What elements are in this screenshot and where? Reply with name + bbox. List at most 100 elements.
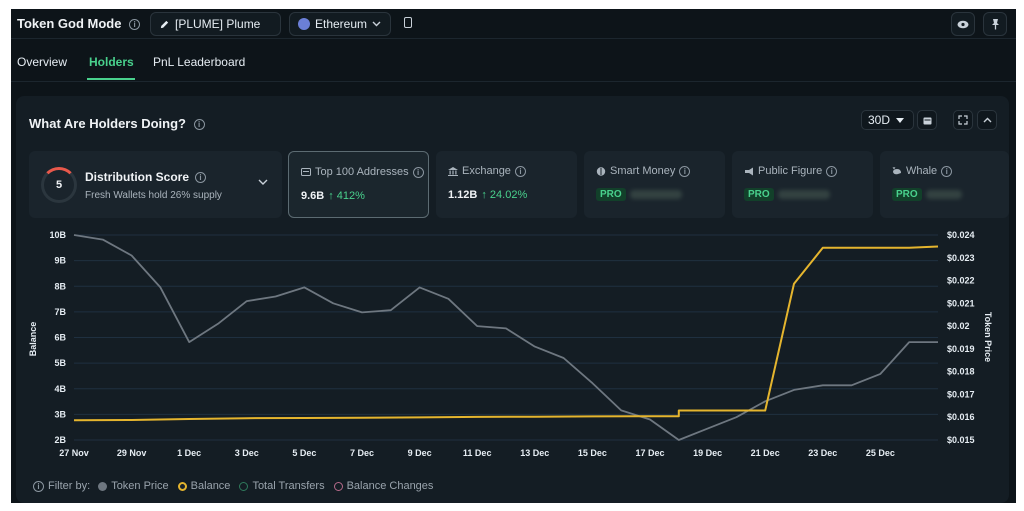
metric-top-100-addresses[interactable]: Top 100 Addresses i 9.6B ↑ 412% — [288, 151, 429, 218]
metric-public-figure[interactable]: Public Figure i PRO — [732, 151, 873, 218]
card-title: What Are Holders Doing? — [29, 116, 186, 131]
calendar-button[interactable] — [917, 110, 937, 130]
token-price-series-line — [73, 234, 938, 441]
bank-icon — [448, 166, 458, 176]
y-tick-label: 3B — [54, 409, 66, 419]
metric-label-row: Exchange i — [448, 165, 526, 177]
expand-icon — [958, 115, 968, 125]
x-tick-label: 13 Dec — [520, 448, 549, 458]
pencil-icon — [160, 20, 169, 28]
calendar-icon — [923, 117, 931, 124]
legend-balance-changes[interactable]: Balance Changes — [333, 480, 434, 492]
top-bar: Token God Mode i [PLUME] Plume Ethereum — [11, 9, 1016, 39]
metric-label: Smart Money — [610, 165, 676, 177]
metric-whale[interactable]: Whale i PRO — [880, 151, 1009, 218]
metric-exchange[interactable]: Exchange i 1.12B ↑ 24.02% — [436, 151, 577, 218]
balance-series-line — [73, 245, 939, 422]
y-tick-label: 8B — [54, 281, 66, 291]
time-range-select[interactable]: 30D — [861, 110, 914, 130]
y2-tick-label: $0.02 — [947, 321, 970, 331]
legend-label: Balance Changes — [346, 480, 434, 492]
token-god-mode-app: Token God Mode i [PLUME] Plume Ethereum … — [11, 9, 1016, 503]
legend-dot — [177, 481, 187, 491]
chain-selector[interactable]: Ethereum — [289, 12, 391, 36]
info-icon[interactable]: i — [679, 165, 691, 177]
metric-change: ↑ 412% — [328, 190, 365, 202]
y2-tick-label: $0.024 — [947, 230, 975, 240]
watch-button[interactable] — [951, 12, 975, 36]
x-tick-label: 23 Dec — [808, 448, 837, 458]
y2-tick-label: $0.019 — [947, 344, 975, 354]
info-icon[interactable]: i — [33, 480, 44, 492]
holders-card: What Are Holders Doing? i 30D 5 Distribu… — [16, 96, 1009, 503]
y2-tick-label: $0.021 — [947, 298, 975, 308]
active-tab-indicator — [87, 78, 135, 80]
info-icon[interactable]: i — [941, 165, 953, 177]
x-tick-label: 29 Nov — [117, 448, 147, 458]
address-book-icon — [301, 168, 311, 176]
distribution-title: Distribution Score — [85, 170, 190, 184]
tab-overview[interactable]: Overview — [17, 55, 68, 69]
expand-button[interactable] — [953, 110, 973, 130]
eye-icon — [957, 20, 969, 28]
pin-button[interactable] — [983, 12, 1007, 36]
y-tick-label: 9B — [54, 256, 66, 266]
info-icon[interactable]: i — [129, 19, 141, 31]
brain-icon — [596, 166, 606, 176]
x-tick-label: 21 Dec — [751, 448, 780, 458]
distribution-score-gauge: 5 — [41, 167, 77, 203]
chevron-down-icon — [372, 21, 381, 27]
x-tick-label: 27 Nov — [59, 448, 89, 458]
x-tick-label: 17 Dec — [635, 448, 664, 458]
legend-label: Total Transfers — [252, 480, 325, 492]
x-tick-label: 19 Dec — [693, 448, 722, 458]
metric-smart-money[interactable]: Smart Money i PRO — [584, 151, 725, 218]
metric-label-row: Smart Money i — [596, 165, 691, 177]
tab-pnl-leaderboard[interactable]: PnL Leaderboard — [153, 55, 246, 69]
info-icon[interactable]: i — [412, 166, 424, 178]
legend-dot — [239, 481, 249, 491]
legend-dot — [98, 481, 108, 491]
legend-label: Balance — [190, 480, 231, 492]
metric-label-row: Top 100 Addresses i — [301, 166, 424, 178]
distribution-title-row: Distribution Score i — [85, 170, 207, 184]
x-tick-label: 15 Dec — [578, 448, 607, 458]
copy-icon[interactable] — [404, 17, 412, 28]
y-tick-label: 5B — [54, 358, 66, 368]
info-icon[interactable]: i — [514, 165, 526, 177]
y2-tick-label: $0.023 — [947, 253, 975, 263]
info-icon[interactable]: i — [193, 119, 205, 131]
x-tick-label: 5 Dec — [292, 448, 316, 458]
metric-change: ↑ 24.02% — [481, 189, 528, 201]
app-title: Token God Mode — [17, 16, 122, 31]
caret-down-icon — [896, 117, 905, 123]
token-selector[interactable]: [PLUME] Plume — [150, 12, 281, 36]
legend-balance[interactable]: Balance — [177, 480, 231, 492]
pro-badge[interactable]: PRO — [892, 188, 922, 201]
legend-total-transfers[interactable]: Total Transfers — [239, 480, 325, 492]
chevron-up-icon — [983, 117, 991, 123]
collapse-button[interactable] — [977, 110, 997, 130]
x-tick-label: 11 Dec — [463, 448, 492, 458]
x-tick-label: 1 Dec — [177, 448, 201, 458]
x-tick-label: 25 Dec — [866, 448, 895, 458]
metric-label: Exchange — [462, 165, 511, 177]
pro-badge[interactable]: PRO — [744, 188, 774, 201]
chevron-down-icon[interactable] — [258, 179, 268, 185]
y-tick-label: 10B — [49, 230, 66, 240]
info-icon[interactable]: i — [826, 165, 838, 177]
metric-label: Whale — [906, 165, 938, 177]
tab-holders[interactable]: Holders — [89, 55, 134, 69]
tab-bar: Overview Holders PnL Leaderboard — [11, 40, 1016, 82]
y-tick-label: 4B — [54, 384, 66, 394]
legend-token-price[interactable]: Token Price — [98, 480, 169, 492]
info-icon[interactable]: i — [195, 171, 207, 183]
metric-value: 1.12B — [448, 189, 478, 201]
y-axis-title: Balance — [28, 322, 38, 357]
pro-badge[interactable]: PRO — [596, 188, 626, 201]
time-range-value: 30D — [868, 113, 891, 127]
x-tick-label: 9 Dec — [408, 448, 432, 458]
whale-icon — [892, 166, 901, 174]
metric-label-row: Public Figure i — [744, 165, 838, 177]
distribution-score-card[interactable]: 5 Distribution Score i Fresh Wallets hol… — [29, 151, 282, 218]
